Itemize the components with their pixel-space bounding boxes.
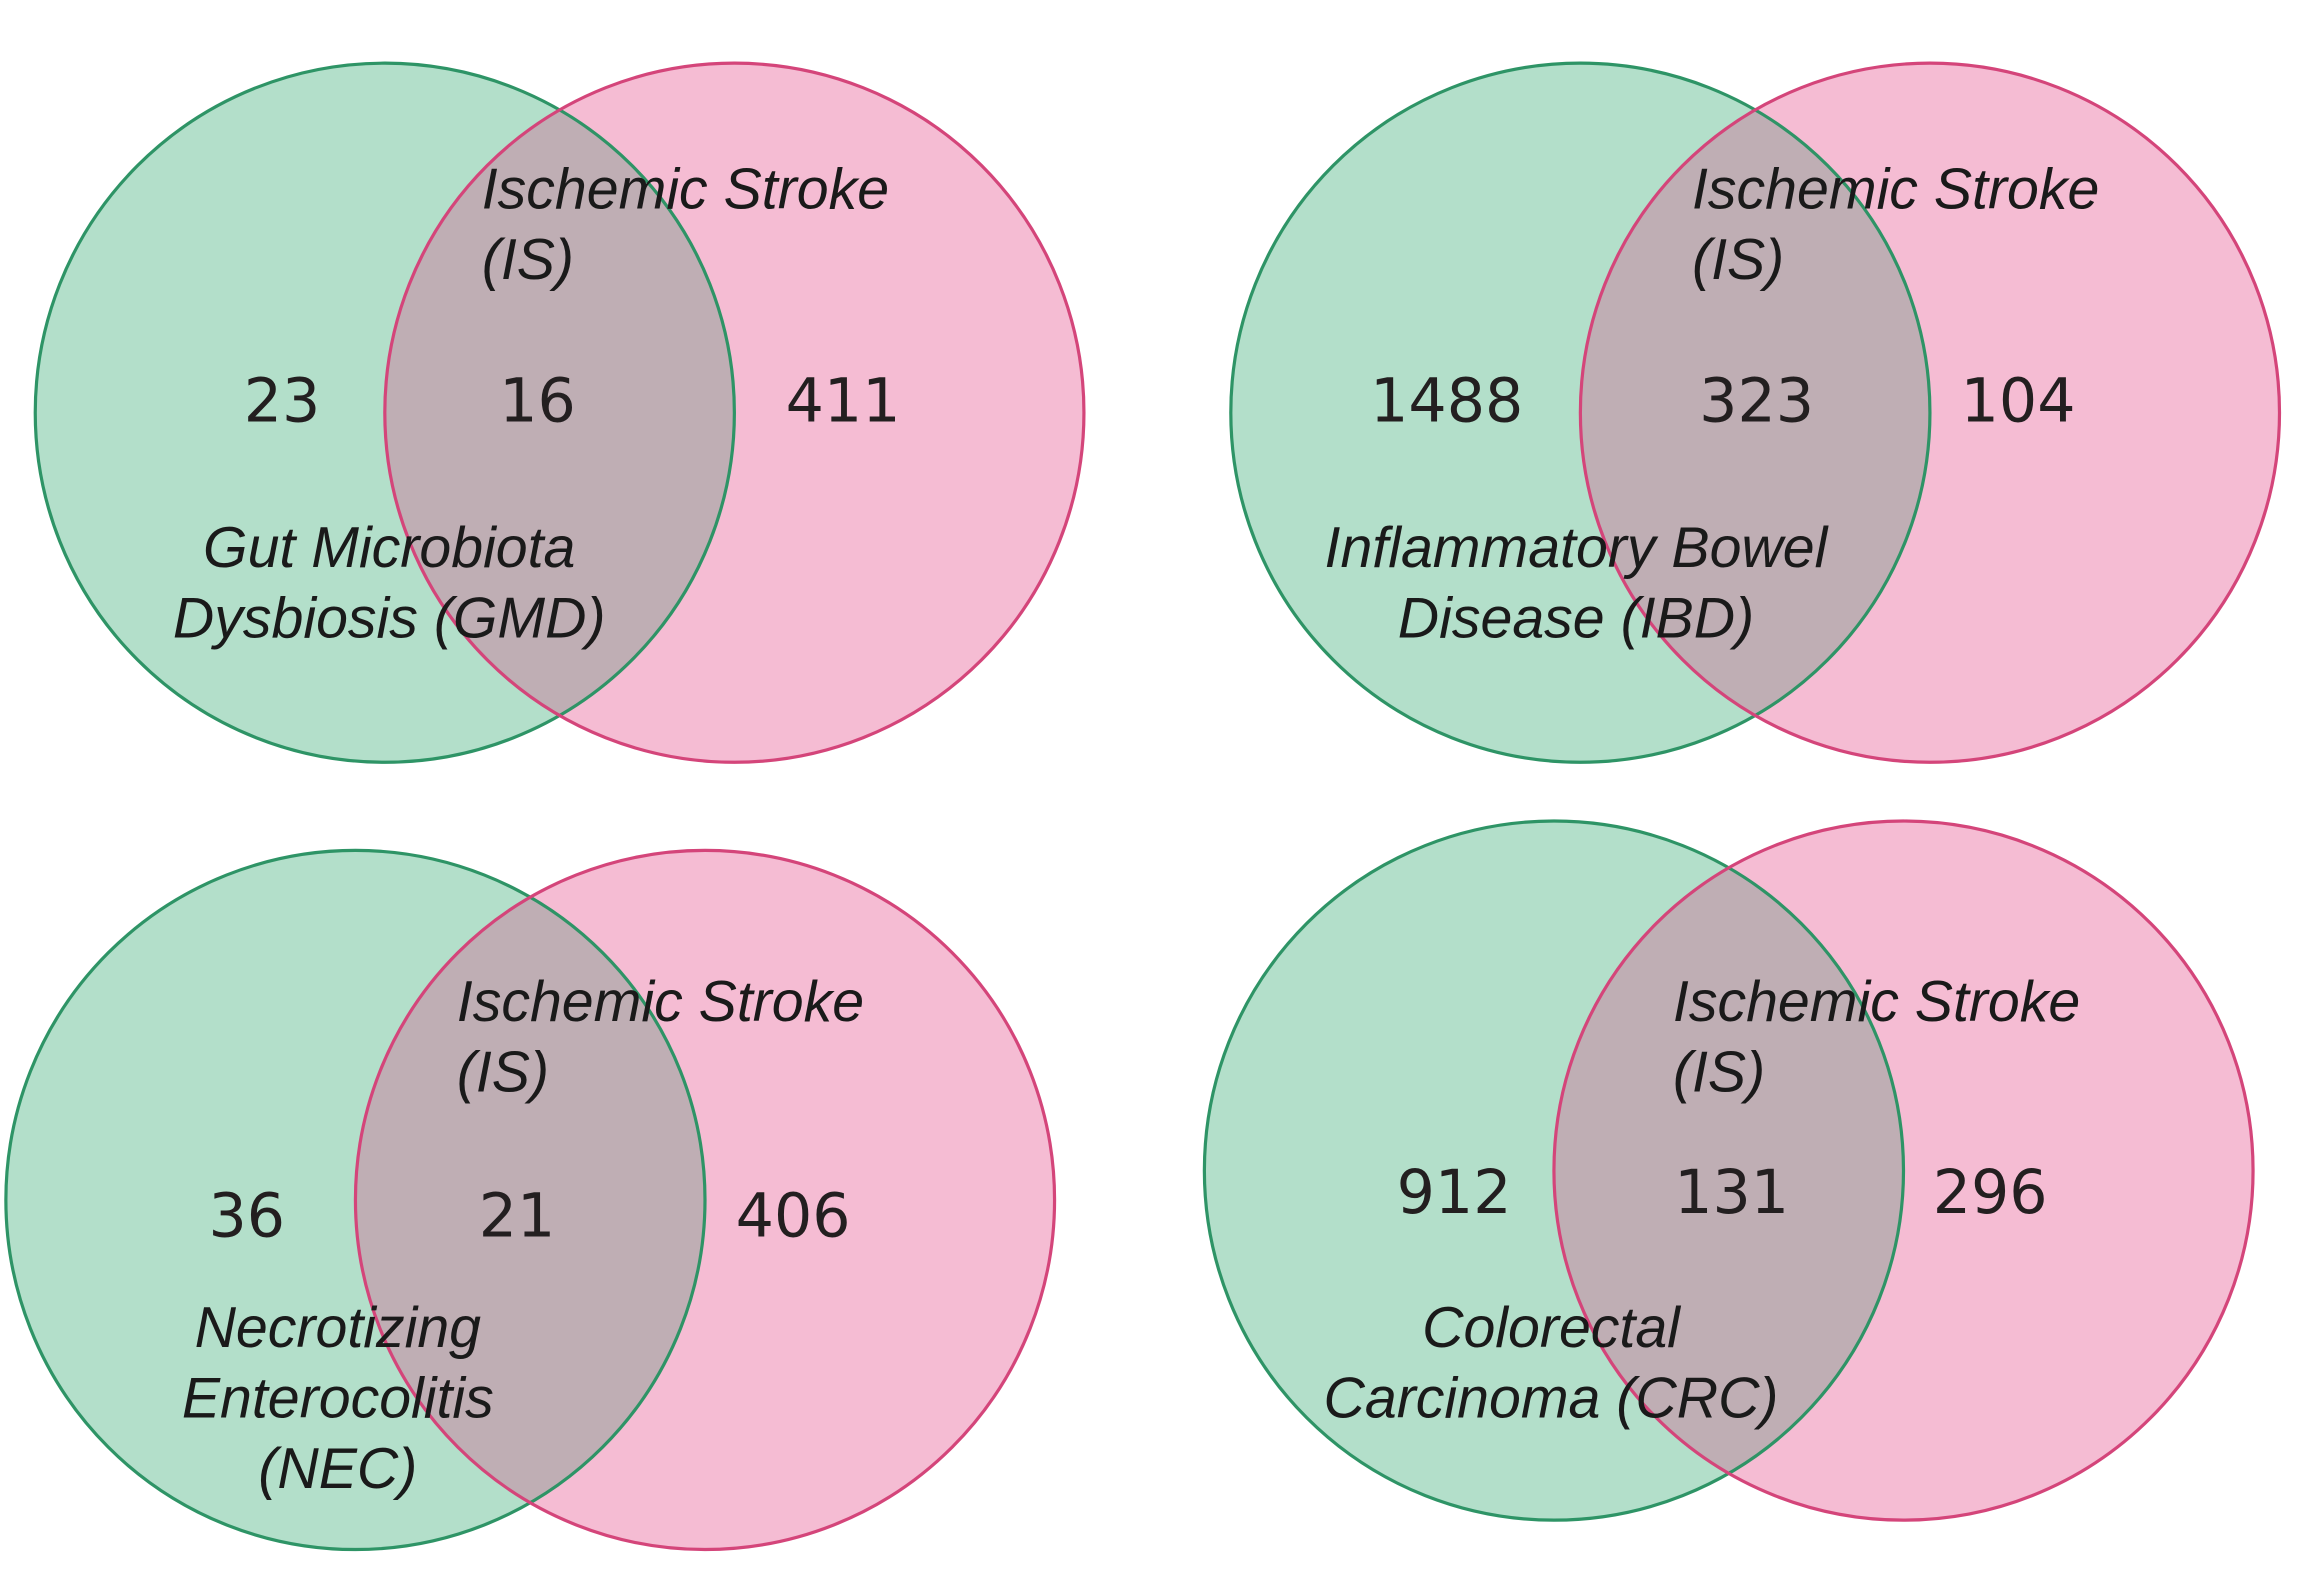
right-set-label-line: (IS) [1692, 228, 1784, 292]
left-set-label-line: Disease (IBD) [1398, 586, 1754, 650]
right-set-outline [353, 848, 1057, 1552]
right-set-outline [1578, 61, 2282, 764]
left-only-count: 912 [1397, 1158, 1512, 1228]
right-only-count: 296 [1933, 1158, 2048, 1228]
left-set-label: Colorectal Carcinoma (CRC) [1324, 1296, 1779, 1431]
left-set-label-line: (NEC) [258, 1437, 417, 1501]
right-only-count: 406 [736, 1182, 851, 1252]
left-only-count: 36 [208, 1182, 285, 1252]
overlap-count: 21 [479, 1182, 556, 1252]
right-set-label: Ischemic Stroke (IS) [457, 970, 864, 1105]
left-set-label-line: Enterocolitis [182, 1366, 494, 1430]
right-only-count: 411 [786, 367, 901, 437]
right-set-label: Ischemic Stroke (IS) [1692, 158, 2099, 293]
venn-panel-2: Ischemic Stroke (IS) Inflammatory Bowel Dis… [1229, 61, 2282, 764]
right-set-outline [383, 61, 1086, 764]
right-set-label-line: (IS) [482, 228, 574, 292]
left-only-count: 23 [244, 367, 321, 437]
right-set-label-line: Ischemic Stroke [457, 970, 864, 1034]
right-set-label: Ischemic Stroke (IS) [482, 158, 889, 293]
left-set-label: Necrotizing Enterocolitis (NEC) [182, 1296, 494, 1501]
right-set-label-line: Ischemic Stroke [1673, 970, 2080, 1034]
left-set-label-line: Necrotizing [195, 1296, 482, 1360]
overlap-region [355, 850, 705, 1550]
right-set-outline [1552, 819, 2255, 1522]
left-set-outline [33, 61, 736, 764]
overlap-region [1553, 821, 1904, 1521]
left-set-label-line: Inflammatory Bowel [1325, 516, 1830, 580]
left-set-label: Gut Microbiota Dysbiosis (GMD) [173, 516, 606, 651]
left-set-outline [1202, 819, 1906, 1522]
left-set-label-line: Carcinoma (CRC) [1324, 1366, 1779, 1430]
left-set-outline [4, 848, 707, 1552]
left-set-label-line: Dysbiosis (GMD) [173, 586, 606, 650]
overlap-count: 323 [1699, 367, 1814, 437]
right-set-label-line: (IS) [1673, 1040, 1765, 1104]
left-set-label: Inflammatory Bowel Disease (IBD) [1325, 516, 1830, 651]
left-set-outline [1229, 61, 1932, 764]
venn-panel-1: Ischemic Stroke (IS) Gut Microbiota Dysbios… [33, 61, 1086, 764]
right-set-label: Ischemic Stroke (IS) [1673, 970, 2080, 1105]
venn-panel-3: Ischemic Stroke (IS) Necrotizing Enterocoli… [4, 848, 1057, 1552]
left-set-label-line: Colorectal [1422, 1296, 1682, 1360]
venn-panel-4: Ischemic Stroke (IS) Colorectal Carcinoma (… [1202, 819, 2255, 1522]
overlap-count: 16 [499, 367, 576, 437]
right-set-label-line: Ischemic Stroke [1692, 158, 2099, 222]
overlap-count: 131 [1674, 1158, 1789, 1228]
left-only-count: 1488 [1370, 367, 1523, 437]
right-set-label-line: Ischemic Stroke [482, 158, 889, 222]
overlap-region [384, 63, 735, 763]
left-set-label-line: Gut Microbiota [203, 516, 575, 580]
right-only-count: 104 [1961, 367, 2076, 437]
right-set-label-line: (IS) [457, 1040, 549, 1104]
overlap-region [1580, 63, 1930, 763]
